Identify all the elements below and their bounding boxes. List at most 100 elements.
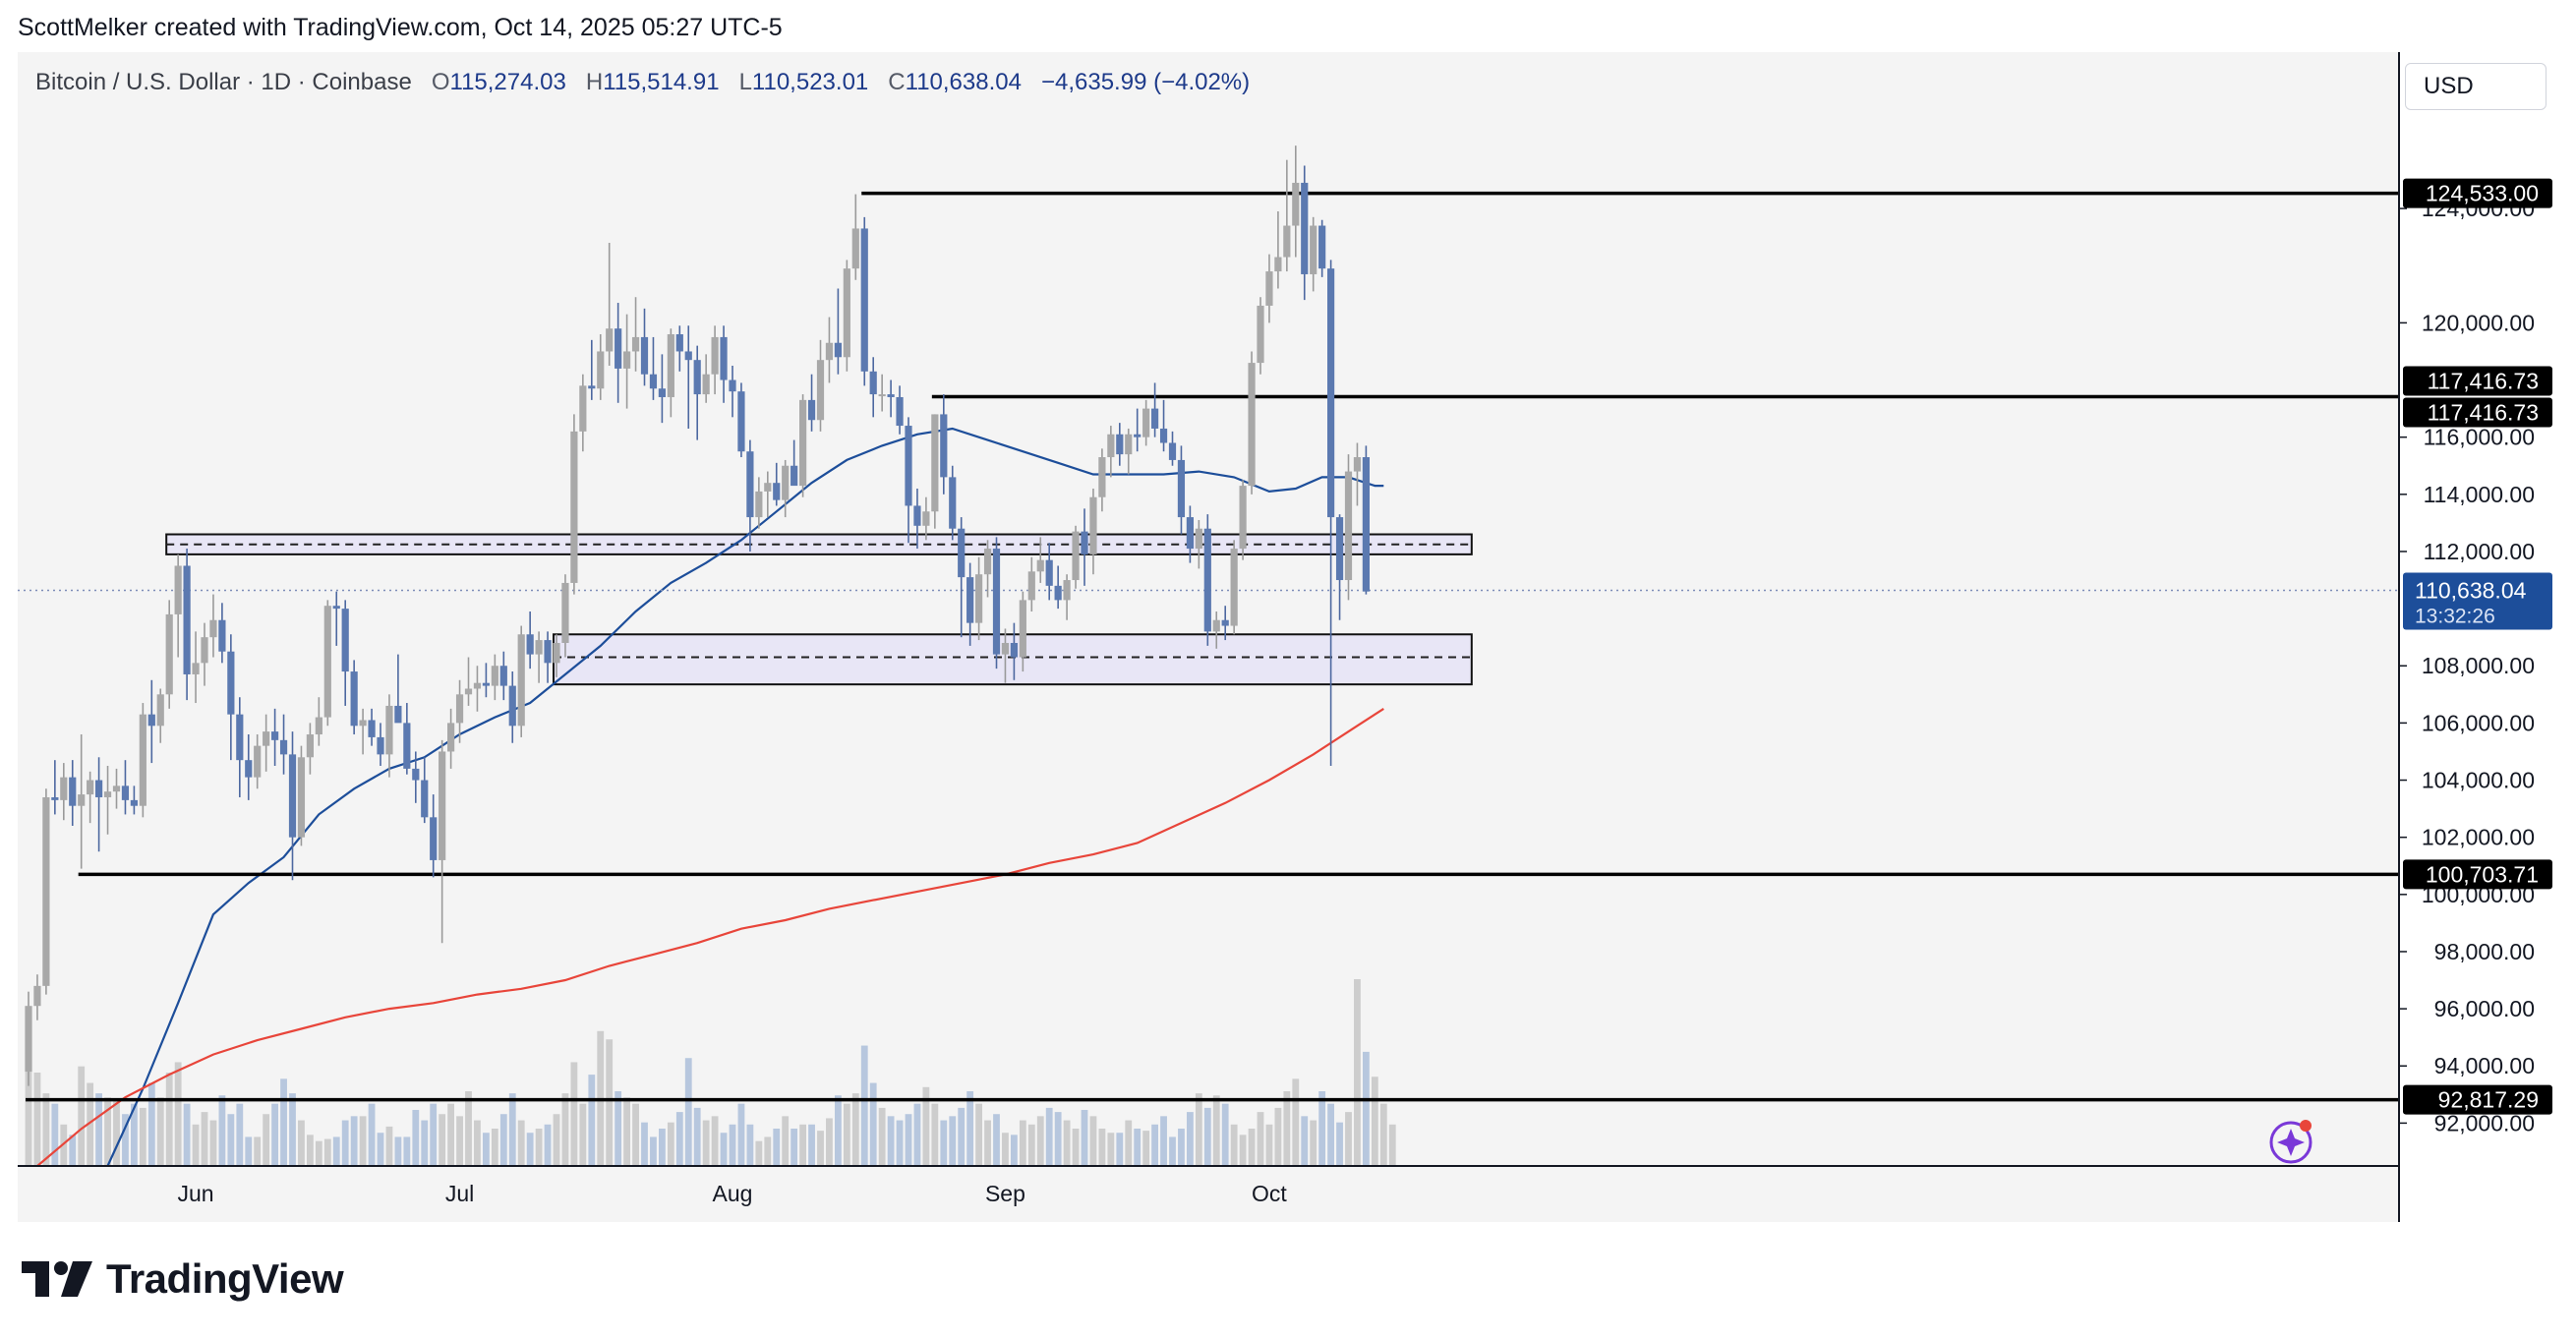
candle-body <box>218 619 226 652</box>
candle <box>1283 159 1291 272</box>
volume-bar <box>1292 1078 1300 1166</box>
volume-bar <box>280 1078 287 1166</box>
candle <box>491 654 498 701</box>
candle-body <box>1327 268 1335 518</box>
low-value: 110,523.01 <box>751 69 869 95</box>
zone-box <box>553 633 1473 686</box>
volume-bar <box>439 1114 446 1166</box>
volume-bar <box>1336 1122 1343 1166</box>
candle <box>1036 537 1044 583</box>
volume-bar <box>1265 1124 1273 1166</box>
volume-bar <box>1019 1120 1026 1166</box>
candle-body <box>1292 182 1300 226</box>
price-tag-label: 117,416.73 <box>2428 368 2539 393</box>
candle-body <box>297 757 306 838</box>
candle-body <box>499 666 507 686</box>
candle <box>720 325 728 403</box>
volume-bar <box>87 1082 94 1166</box>
volume-bar <box>570 1062 578 1166</box>
volume-bar <box>817 1131 824 1166</box>
candle-body <box>473 682 482 689</box>
candle-body <box>878 394 886 397</box>
candle-body <box>121 786 130 800</box>
zones-layer <box>165 533 1473 686</box>
candle <box>263 714 270 772</box>
y-tick-label: 104,000.00 <box>2422 768 2535 793</box>
candle <box>1168 431 1177 466</box>
candle <box>156 688 164 743</box>
candle-body <box>508 685 516 727</box>
candle-body <box>156 694 164 727</box>
price-axis-panel <box>2399 52 2558 1222</box>
volume-bar <box>799 1124 806 1166</box>
candle-body <box>263 731 270 746</box>
candle-body <box>1116 434 1124 455</box>
candle-body <box>254 745 262 778</box>
close-value: 110,638.04 <box>905 69 1022 95</box>
volume-bar <box>183 1103 191 1166</box>
candle <box>121 760 130 815</box>
volume-bar <box>209 1120 217 1166</box>
candle-body <box>597 351 605 389</box>
candle <box>1248 351 1256 495</box>
volume-bar <box>60 1124 68 1166</box>
price-tag: 117,416.73 <box>2403 397 2552 428</box>
volume-layer <box>25 979 1396 1166</box>
change-value: −4,635.99 (−4.02%) <box>1040 69 1251 95</box>
symbol-legend[interactable]: Bitcoin / U.S. Dollar · 1D · Coinbase O1… <box>35 69 1250 96</box>
candle-body <box>192 663 200 674</box>
volume-bar <box>350 1116 358 1166</box>
volume-bar <box>42 1093 50 1166</box>
candle-body <box>1019 600 1026 658</box>
candle-body <box>799 399 807 487</box>
candle-body <box>147 714 155 727</box>
candle-body <box>1081 531 1088 554</box>
volume-bar <box>218 1095 226 1166</box>
volume-bar <box>887 1116 895 1166</box>
candle-body <box>966 577 974 623</box>
candle-body <box>711 336 719 375</box>
volume-bar <box>1142 1131 1150 1166</box>
y-tick-label: 98,000.00 <box>2434 939 2535 964</box>
candle <box>1054 565 1062 610</box>
candle <box>623 314 631 409</box>
volume-bar <box>773 1129 781 1166</box>
candle-body <box>983 549 992 575</box>
candle <box>544 631 552 683</box>
candle <box>350 660 358 735</box>
x-tick-label: Oct <box>1252 1181 1287 1206</box>
candle-body <box>315 717 322 735</box>
candle-body <box>851 228 859 269</box>
candle <box>1027 556 1035 612</box>
candle-body <box>1257 305 1264 364</box>
candle-body <box>667 334 674 397</box>
y-tick-label: 114,000.00 <box>2424 482 2535 507</box>
volume-bar <box>394 1136 402 1166</box>
candle <box>649 336 658 400</box>
candle-body <box>782 465 790 500</box>
symbol-name[interactable]: Bitcoin / U.S. Dollar · 1D · Coinbase <box>35 69 412 95</box>
tradingview-logo[interactable]: TradingView <box>22 1254 344 1304</box>
currency-button[interactable]: USD <box>2405 63 2547 110</box>
volume-bar <box>931 1103 939 1166</box>
candle <box>561 574 569 658</box>
volume-bar <box>675 1112 683 1166</box>
candle <box>236 697 244 797</box>
volume-bar <box>1371 1077 1378 1166</box>
candle-body <box>1283 225 1291 258</box>
candle-body <box>773 483 781 500</box>
candle <box>931 414 939 529</box>
y-tick-label: 94,000.00 <box>2434 1053 2535 1078</box>
candle-body <box>1310 225 1317 274</box>
candle <box>711 325 719 395</box>
candle-body <box>69 777 77 806</box>
candle <box>306 723 314 775</box>
candle-body <box>755 491 763 518</box>
candle-body <box>95 780 103 797</box>
candle <box>315 697 322 746</box>
candles-layer <box>25 146 1370 1086</box>
candle-body <box>183 565 191 674</box>
last-price-tag-bg <box>2403 572 2552 630</box>
candle-body <box>1335 517 1344 581</box>
